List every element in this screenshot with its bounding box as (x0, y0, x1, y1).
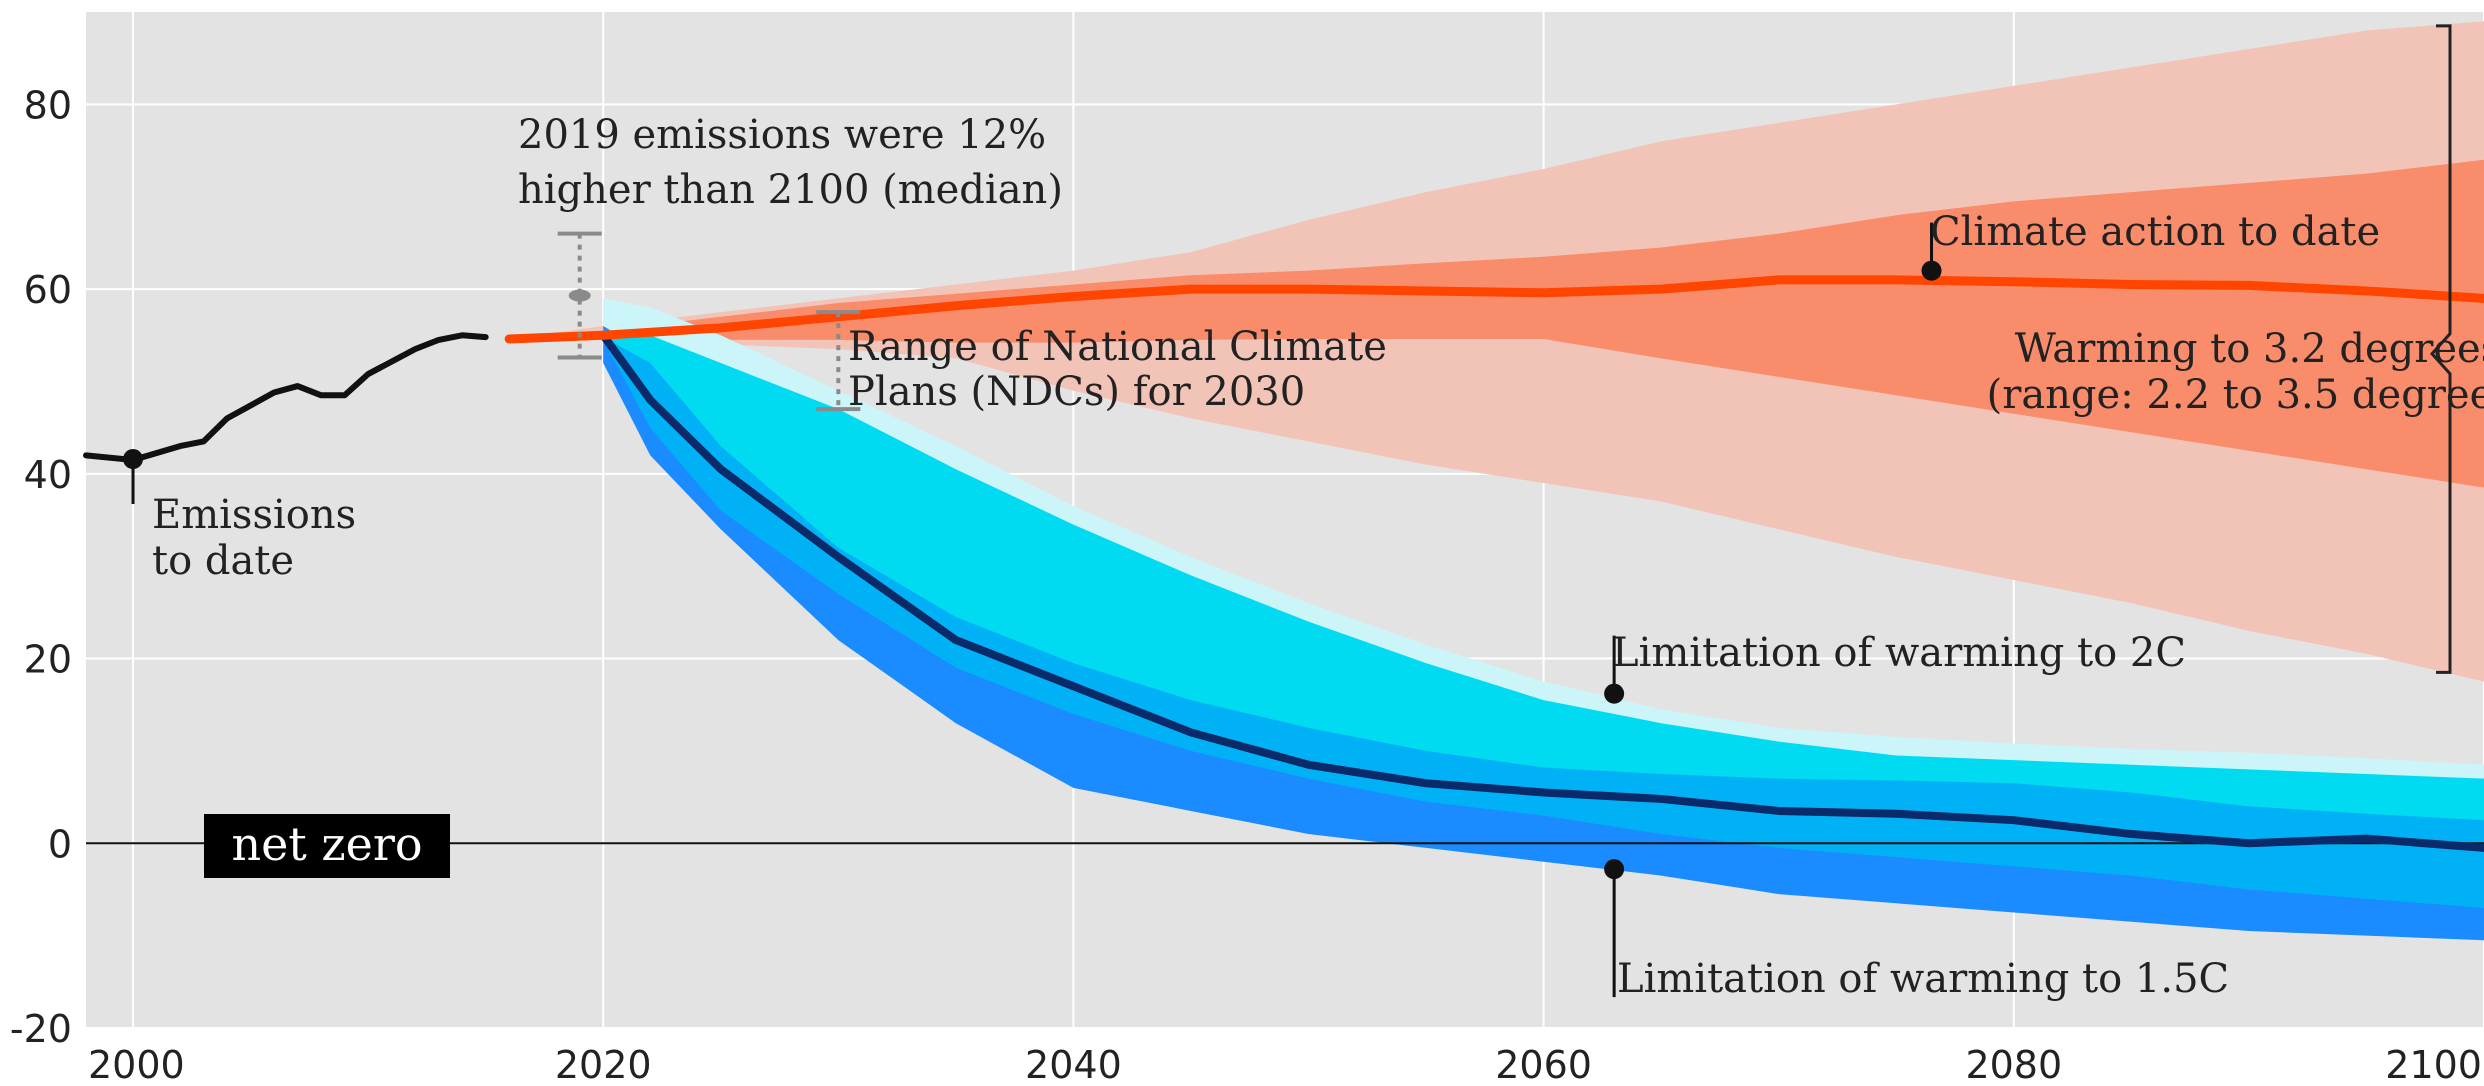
net-zero-label: net zero (231, 817, 422, 871)
warming-1-5c-line (599, 331, 2484, 852)
climate-action-inner-band (509, 159, 2484, 488)
warming-2c-line (599, 331, 2484, 801)
y-axis-ticks: -20 0 20 40 60 80 (10, 83, 72, 1051)
annotation-warming-line2: (range: 2.2 to 3.5 degrees) (1987, 372, 2484, 418)
x-tick-label: 2060 (1495, 1043, 1592, 1086)
annotation-ndc-line1: Range of National Climate (848, 324, 1387, 370)
marker-dot (1921, 260, 1942, 281)
x-axis-ticks: 2000 2020 2040 2060 2080 2100 (88, 1043, 2482, 1086)
x-tick-label: 2020 (555, 1043, 652, 1086)
scenario-bands (509, 21, 2484, 941)
y-tick-label: 80 (24, 83, 72, 127)
climate-action-line (504, 275, 2484, 344)
annotation-warming-line1: Warming to 3.2 degrees (2015, 326, 2484, 372)
scenario-lines (83, 275, 2484, 852)
y-tick-label: 60 (24, 268, 72, 312)
marker-dot (1604, 859, 1625, 880)
annotation-emissions-to-date-line1: Emissions (152, 492, 356, 538)
y-tick-label: 20 (24, 638, 72, 682)
x-tick-label: 2000 (88, 1043, 185, 1086)
annotation-2019-line2: higher than 2100 (median) (518, 167, 1063, 213)
annotation-climate-action: Climate action to date (1930, 209, 2380, 255)
emissions-history-line (83, 332, 489, 463)
y-tick-label: 0 (48, 822, 72, 866)
climate-action-outer-band (509, 21, 2484, 682)
range-markers (557, 231, 861, 412)
label-markers (123, 222, 1942, 998)
y-tick-label: 40 (24, 453, 72, 497)
annotation-emissions-to-date-line2: to date (152, 538, 294, 584)
warming-range-bracket (2429, 24, 2452, 674)
annotation-limit-1-5c: Limitation of warming to 1.5C (1617, 956, 2229, 1002)
range-2019-median (568, 289, 591, 302)
y-tick-label: -20 (10, 1007, 72, 1051)
annotation-2019-line1: 2019 emissions were 12% (518, 112, 1046, 158)
x-tick-label: 2040 (1025, 1043, 1122, 1086)
x-tick-label: 2100 (2385, 1043, 2482, 1086)
annotation-ndc-line2: Plans (NDCs) for 2030 (848, 369, 1305, 415)
annotation-limit-2c: Limitation of warming to 2C (1612, 630, 2186, 676)
x-tick-label: 2080 (1965, 1043, 2062, 1086)
marker-dot (1604, 683, 1625, 704)
net-zero-badge (204, 814, 450, 878)
marker-dot (123, 449, 144, 470)
